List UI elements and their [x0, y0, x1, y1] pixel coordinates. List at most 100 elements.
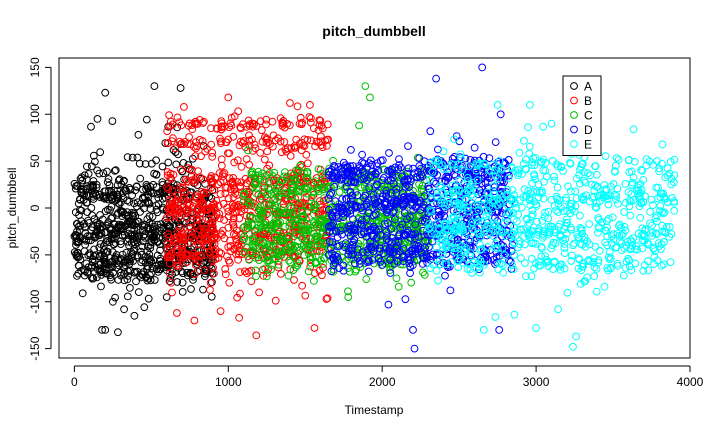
data-point [93, 226, 102, 235]
data-point [74, 199, 83, 208]
data-point [420, 271, 429, 279]
data-point [216, 190, 225, 198]
data-point [480, 195, 489, 203]
data-point [508, 186, 517, 195]
data-point [349, 215, 357, 224]
data-point [665, 223, 674, 231]
data-point [130, 225, 139, 234]
data-point [111, 293, 119, 302]
data-point [295, 119, 304, 128]
data-point [564, 182, 572, 191]
data-point [593, 170, 601, 179]
data-point [530, 197, 539, 206]
data-point [267, 265, 276, 274]
data-point [539, 122, 547, 131]
data-point [277, 251, 286, 259]
data-point [210, 205, 219, 214]
data-point [265, 169, 274, 177]
data-point [539, 155, 548, 164]
data-point [135, 159, 144, 168]
data-point [291, 242, 300, 250]
data-point [263, 240, 272, 249]
data-point [637, 166, 646, 174]
data-point [419, 268, 427, 277]
data-point [182, 175, 190, 184]
data-point [280, 172, 289, 181]
data-point [648, 229, 657, 237]
data-point [530, 172, 539, 181]
data-point [651, 214, 660, 222]
data-point [342, 257, 350, 265]
data-point [204, 215, 213, 224]
data-point [93, 222, 102, 231]
data-point [312, 259, 320, 267]
data-point [167, 278, 176, 287]
data-point [230, 181, 238, 190]
data-point [132, 277, 140, 286]
data-point [510, 191, 519, 199]
data-point [156, 265, 165, 274]
data-point [207, 140, 216, 149]
data-point [375, 247, 384, 256]
data-point [577, 266, 586, 275]
data-point [277, 247, 286, 255]
data-point [670, 206, 679, 215]
data-point [440, 211, 449, 220]
data-point [77, 206, 86, 215]
data-point [315, 116, 324, 124]
data-point [271, 209, 280, 218]
data-point [219, 176, 228, 185]
data-point [653, 217, 661, 226]
data-point [339, 266, 348, 275]
data-point [228, 218, 237, 227]
legend-box [562, 75, 602, 156]
data-point [360, 159, 368, 168]
data-point [653, 230, 661, 239]
data-point [225, 278, 234, 287]
data-point [101, 326, 110, 334]
data-point [591, 203, 600, 211]
data-point [385, 247, 394, 256]
data-point [627, 266, 636, 275]
data-point [510, 310, 519, 319]
data-point [530, 264, 538, 273]
data-point [603, 217, 611, 226]
data-point [242, 225, 250, 234]
data-point [201, 224, 210, 233]
data-point [137, 247, 145, 256]
y-tick-label: -50 [28, 246, 42, 264]
data-point [276, 114, 285, 123]
data-point [461, 194, 470, 203]
data-point [84, 236, 93, 245]
data-point [557, 260, 566, 269]
data-point [398, 220, 407, 229]
data-point [443, 226, 452, 235]
data-point [179, 193, 188, 202]
data-point [233, 156, 242, 165]
data-point [617, 246, 626, 255]
data-point [481, 222, 490, 231]
data-point [266, 186, 274, 194]
data-point [319, 264, 327, 272]
data-point [392, 184, 401, 193]
data-point [656, 202, 665, 210]
data-point [256, 221, 265, 229]
data-point [605, 248, 614, 256]
data-point [108, 257, 117, 266]
data-point [70, 232, 79, 241]
data-point [470, 143, 479, 152]
data-point [287, 144, 296, 152]
data-point [584, 169, 592, 178]
data-point [562, 194, 570, 202]
data-point [619, 271, 628, 280]
data-point [203, 258, 212, 267]
data-point [382, 192, 391, 201]
data-point [237, 178, 246, 187]
x-tick-label: 1000 [215, 375, 242, 389]
data-point [438, 240, 447, 249]
data-point [197, 152, 205, 161]
data-point [537, 157, 546, 166]
data-point [131, 212, 140, 220]
data-point [450, 225, 459, 234]
data-point [307, 114, 315, 123]
